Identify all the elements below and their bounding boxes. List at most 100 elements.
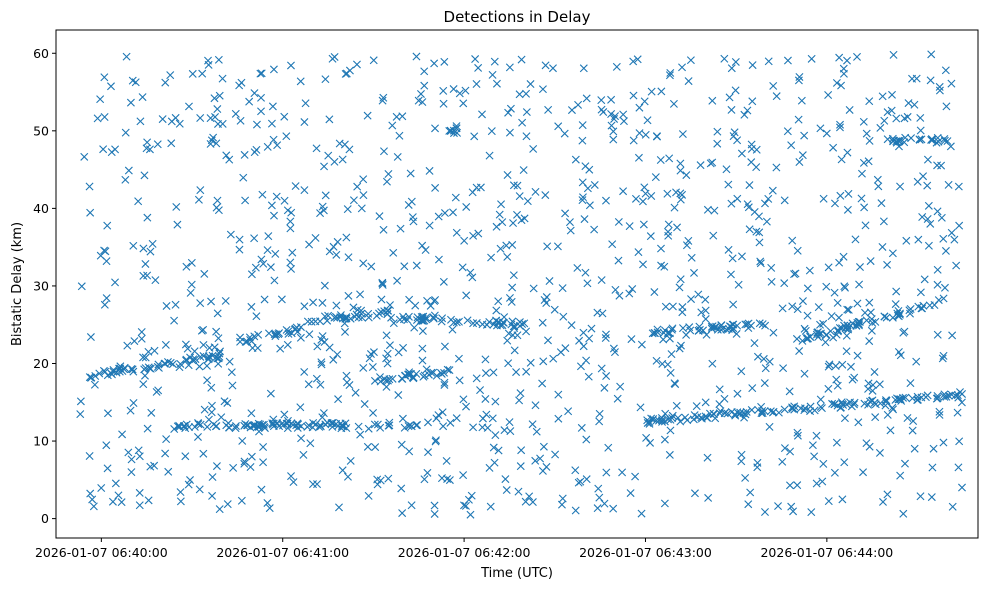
detection-marker xyxy=(764,57,773,66)
detection-marker xyxy=(543,242,552,251)
detection-marker xyxy=(899,328,908,337)
detection-marker xyxy=(906,379,915,388)
detection-marker xyxy=(541,61,550,70)
detection-marker xyxy=(720,54,729,63)
detection-marker xyxy=(318,202,327,211)
detection-marker xyxy=(389,319,398,328)
detection-marker xyxy=(831,362,840,371)
detection-marker xyxy=(916,492,925,501)
detection-marker xyxy=(720,409,729,418)
detection-marker xyxy=(643,418,652,427)
detection-marker xyxy=(918,213,927,222)
detection-marker xyxy=(843,205,852,214)
detection-marker xyxy=(881,397,890,406)
detection-marker xyxy=(685,323,694,332)
detection-marker xyxy=(263,142,272,151)
detection-marker xyxy=(126,98,135,107)
detection-marker xyxy=(578,121,587,130)
detection-marker xyxy=(206,114,215,123)
detection-marker xyxy=(313,342,322,351)
detection-marker xyxy=(798,151,807,160)
detection-marker xyxy=(345,381,354,390)
detection-marker xyxy=(847,402,856,411)
detection-marker xyxy=(423,468,432,477)
detection-marker xyxy=(506,104,515,113)
detection-marker xyxy=(701,315,710,324)
detection-marker xyxy=(154,386,163,395)
detection-marker xyxy=(883,108,892,117)
detection-marker xyxy=(824,384,833,393)
detection-marker xyxy=(184,102,193,111)
detection-marker xyxy=(597,276,606,285)
x-axis-ticks: 2026-01-07 06:40:00 2026-01-07 06:41:00 20… xyxy=(35,538,893,560)
detection-marker xyxy=(140,171,149,180)
detection-marker xyxy=(525,492,534,501)
detection-marker xyxy=(283,206,292,215)
detection-marker xyxy=(335,503,343,512)
detection-marker xyxy=(297,422,306,431)
detection-marker xyxy=(676,417,685,426)
detection-marker xyxy=(704,493,713,502)
detection-marker xyxy=(634,153,643,162)
detection-marker xyxy=(439,86,448,95)
detection-marker xyxy=(404,312,413,321)
detection-marker xyxy=(212,327,221,336)
detection-marker xyxy=(840,414,849,423)
detection-marker xyxy=(247,270,256,279)
detection-marker xyxy=(832,438,841,447)
detection-marker xyxy=(93,114,102,123)
detection-marker xyxy=(129,399,138,407)
detection-marker xyxy=(631,194,640,203)
detection-marker xyxy=(518,118,527,127)
detection-marker xyxy=(440,378,449,387)
detection-marker xyxy=(503,252,512,261)
detection-marker xyxy=(333,237,342,246)
detection-marker xyxy=(932,394,941,403)
detection-marker xyxy=(210,94,219,103)
detection-marker xyxy=(103,464,112,473)
detection-marker xyxy=(305,240,314,249)
detection-marker xyxy=(508,317,517,326)
detection-marker xyxy=(780,196,789,205)
detection-marker xyxy=(418,327,427,336)
detection-marker xyxy=(629,57,638,66)
detection-marker xyxy=(437,317,446,326)
detection-marker xyxy=(147,408,156,417)
detection-marker xyxy=(431,437,440,446)
detection-marker xyxy=(619,110,628,119)
detection-marker xyxy=(708,96,717,105)
detection-marker xyxy=(940,283,949,292)
x-tick-label: 2026-01-07 06:43:00 xyxy=(579,545,712,560)
detection-marker xyxy=(199,340,208,349)
detection-marker xyxy=(594,484,603,493)
detection-marker xyxy=(779,364,788,373)
detection-marker xyxy=(121,175,130,184)
detection-marker xyxy=(642,433,651,442)
detection-marker xyxy=(701,398,710,407)
detection-marker xyxy=(755,319,764,328)
detection-marker xyxy=(346,456,355,465)
detection-marker xyxy=(886,426,895,435)
detection-marker xyxy=(549,354,558,363)
detection-marker xyxy=(307,317,316,326)
detection-marker xyxy=(676,341,685,350)
detection-marker xyxy=(382,354,391,363)
detection-marker xyxy=(300,118,309,127)
detection-marker xyxy=(554,414,563,423)
detection-marker xyxy=(853,52,861,61)
detection-marker xyxy=(737,450,746,459)
detection-marker xyxy=(416,89,425,98)
detection-marker xyxy=(838,360,847,369)
detection-marker xyxy=(143,138,152,147)
detection-marker xyxy=(634,248,643,257)
detection-marker xyxy=(920,275,929,284)
detection-marker xyxy=(602,372,611,381)
detection-marker xyxy=(861,308,869,317)
detection-marker xyxy=(867,326,876,335)
detection-marker xyxy=(504,108,513,117)
detection-marker xyxy=(538,85,547,94)
detection-marker xyxy=(97,484,106,492)
detection-marker xyxy=(488,414,497,423)
detection-marker xyxy=(611,112,620,121)
detection-marker xyxy=(240,421,249,430)
